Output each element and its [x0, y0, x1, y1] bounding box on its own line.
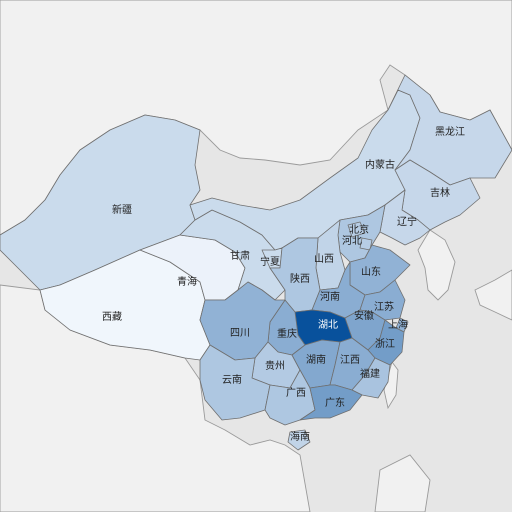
label-shanghai: 上海: [388, 318, 408, 331]
label-hainan: 海南: [290, 430, 310, 443]
label-zhejiang: 浙江: [375, 338, 395, 350]
label-sichuan: 四川: [230, 328, 250, 339]
korea-peninsula: [417, 229, 456, 301]
province-hainan[interactable]: [287, 429, 311, 451]
label-shaanxi: 陕西: [290, 272, 310, 285]
label-hubei: 湖北: [318, 319, 338, 331]
province-beijing[interactable]: [347, 221, 366, 238]
label-shanxi: 山西: [314, 253, 334, 265]
label-qinghai: 青海: [177, 275, 197, 288]
province-guangdong[interactable]: [299, 384, 363, 421]
province-layer: [0, 74, 512, 451]
label-liaoning: 辽宁: [397, 215, 417, 228]
label-hebei: 河北: [342, 235, 362, 247]
label-guangxi: 广西: [286, 387, 306, 399]
label-hunan: 湖南: [306, 353, 326, 366]
label-neimenggu: 内蒙古: [365, 158, 395, 171]
label-ningxia: 宁夏: [260, 255, 280, 268]
label-heilongjiang: 黑龙江: [435, 125, 465, 138]
southeast-land: [374, 454, 431, 512]
japan: [474, 269, 512, 321]
label-xinjiang: 新疆: [112, 203, 132, 216]
label-anhui: 安徽: [354, 309, 374, 322]
label-xizang: 西藏: [102, 311, 122, 323]
label-jiangxi: 江西: [340, 354, 360, 366]
label-fujian: 福建: [360, 367, 380, 380]
label-chongqing: 重庆: [277, 327, 297, 340]
label-beijing: 北京: [349, 223, 369, 236]
label-guangdong: 广东: [325, 396, 345, 409]
label-yunnan: 云南: [222, 373, 242, 386]
label-jiangsu: 江苏: [374, 300, 394, 313]
label-jilin: 吉林: [430, 186, 450, 199]
province-labels: 黑龙江 吉林 辽宁 内蒙古 新疆 西藏 青海 甘肃 宁夏 陕西 山西 河北 北京…: [102, 125, 465, 443]
label-gansu: 甘肃: [230, 249, 250, 262]
label-guizhou: 贵州: [265, 359, 285, 372]
province-liaoning[interactable]: [379, 189, 431, 246]
label-henan: 河南: [320, 290, 340, 303]
label-shandong: 山东: [361, 265, 381, 278]
